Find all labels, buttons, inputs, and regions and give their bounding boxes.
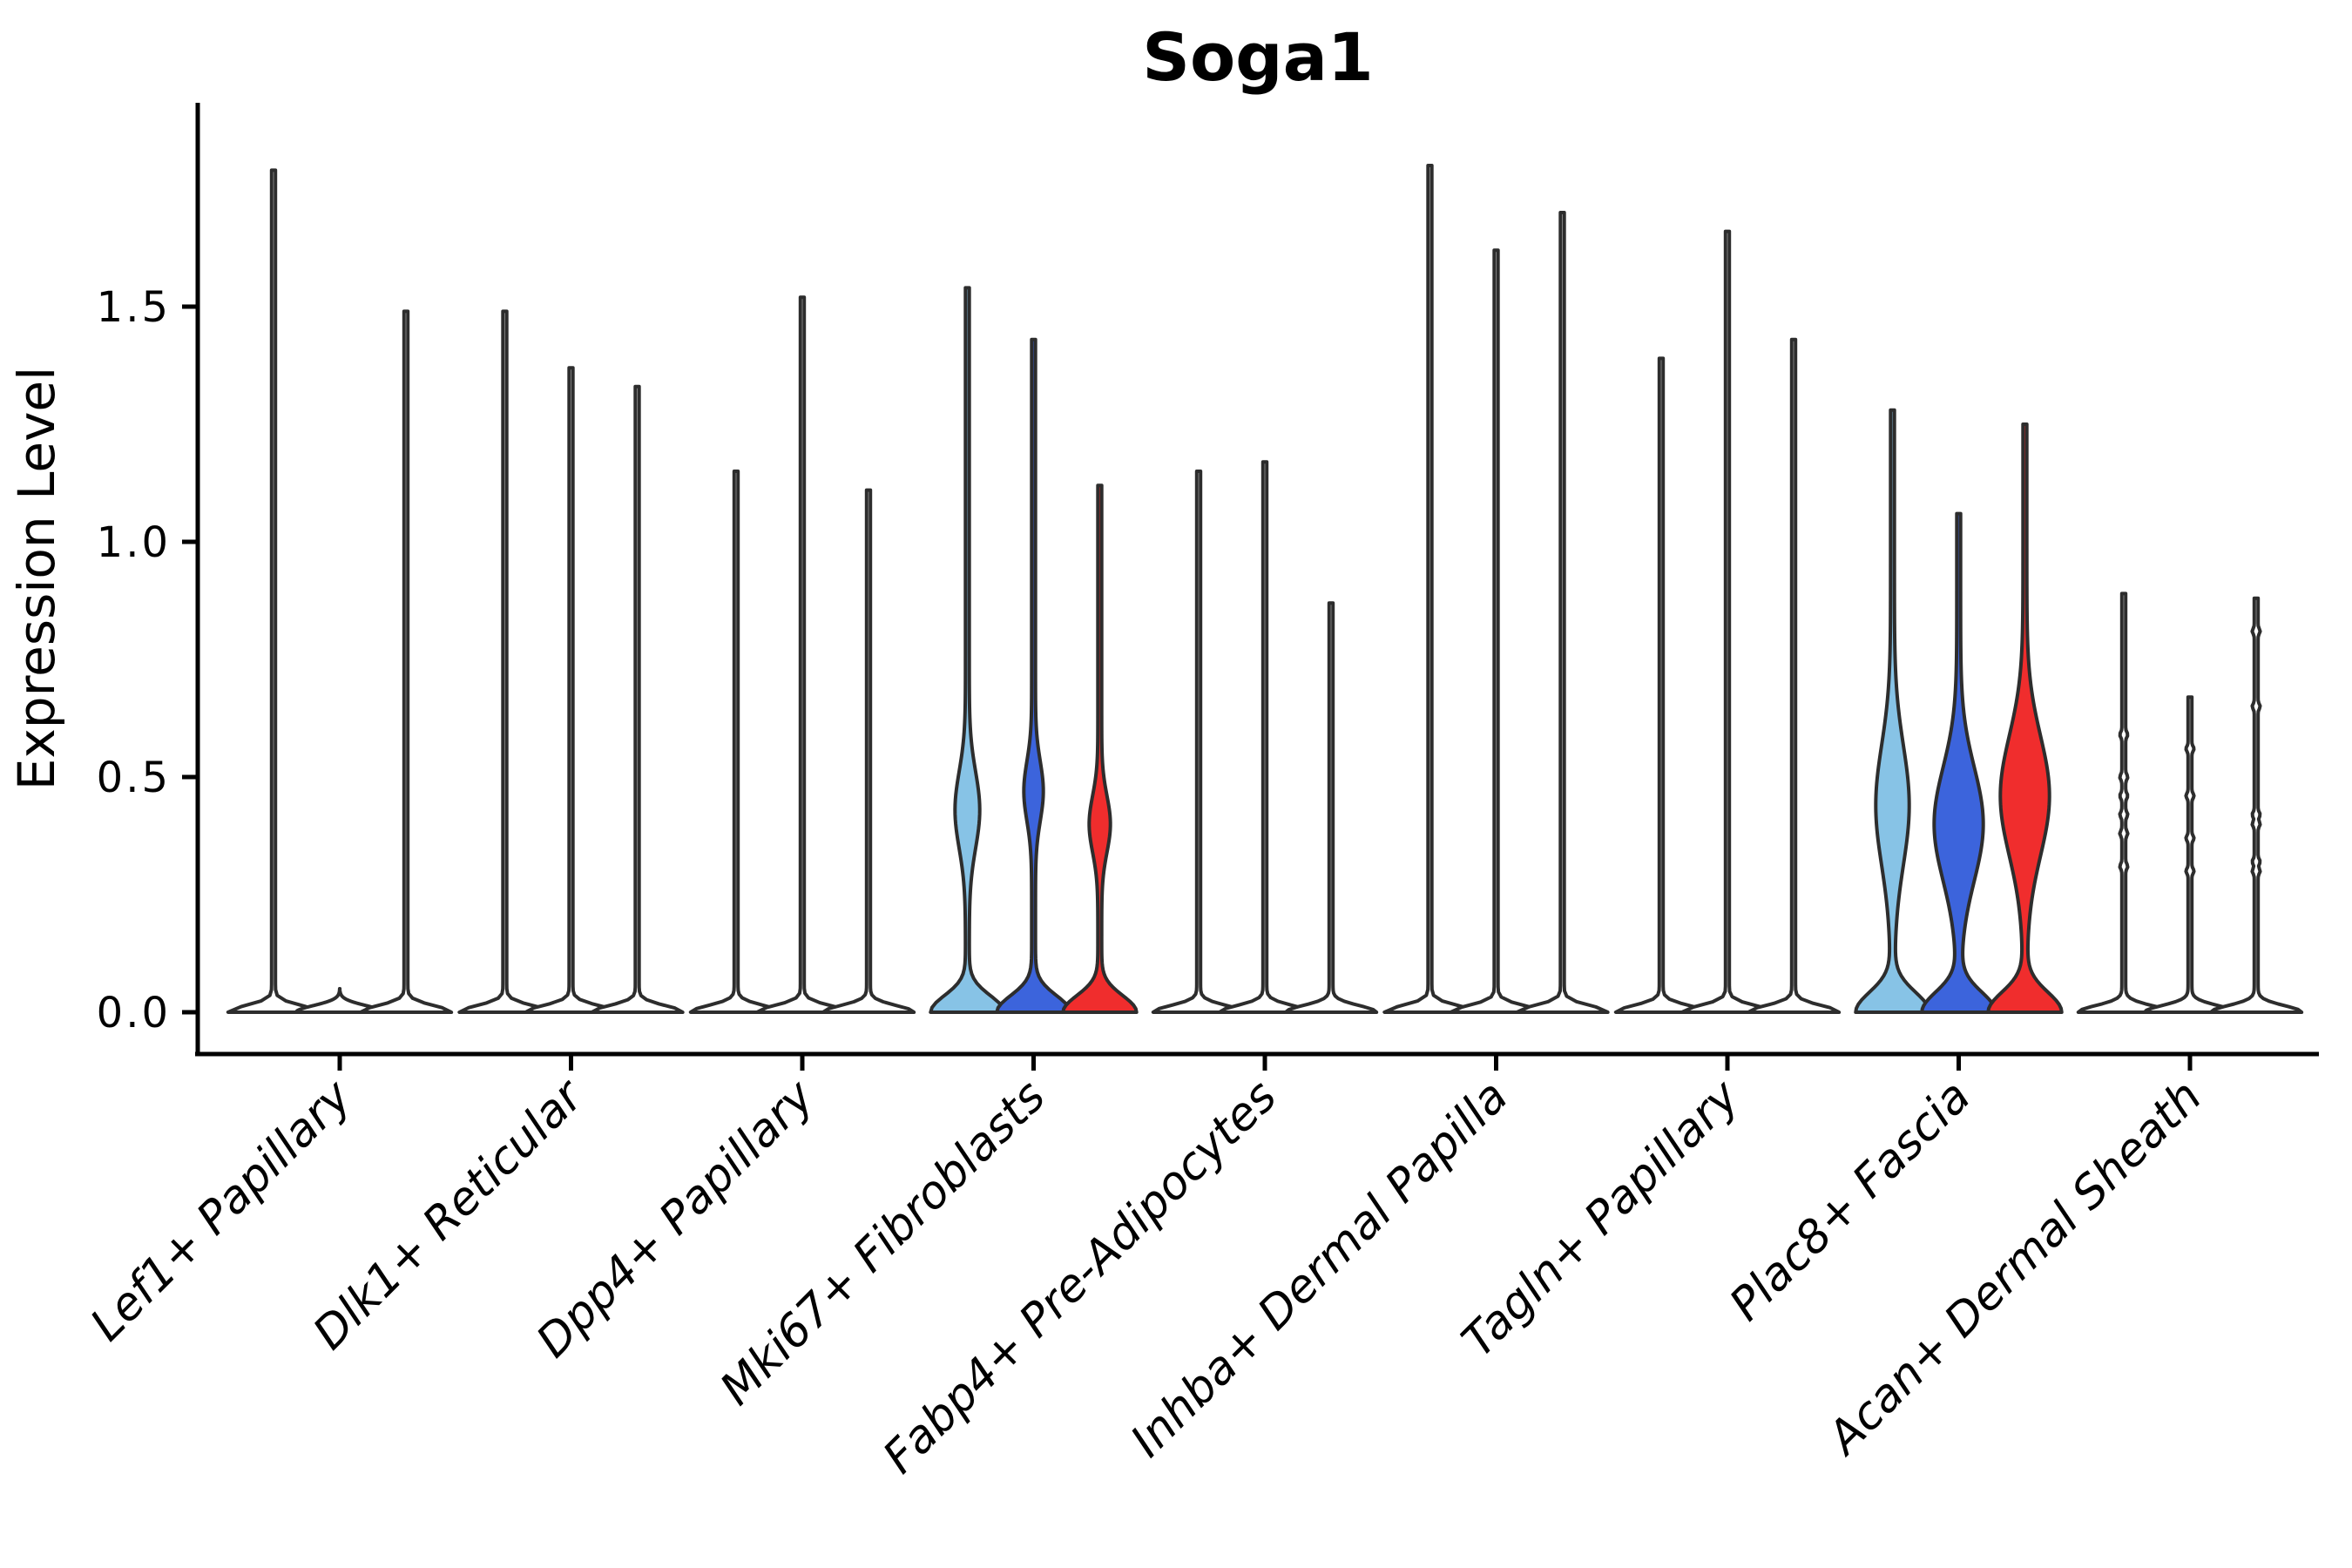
y-tick-label: 0.5 [97, 754, 171, 802]
violin-plac8-fascia-series2 [1920, 511, 1997, 1014]
violin-mki67-fibroblasts-series1 [929, 286, 1006, 1014]
violin-lef1-papillary-series1 [226, 168, 321, 1014]
x-tick-label-acan-dermal-sheath: Acan+ Dermal Sheath [1816, 1071, 2212, 1466]
violin-dpp4-papillary-series3 [821, 488, 916, 1014]
violin-dpp4-papillary-series2 [754, 295, 850, 1014]
violin-fabp4-pre-adipocytes-series2 [1217, 460, 1313, 1014]
violin-acan-dermal-sheath-series3 [2208, 596, 2304, 1014]
violin-inhba-dermal-papilla-series1 [1382, 164, 1477, 1014]
violin-tagln-papillary-series2 [1680, 229, 1775, 1014]
violins-layer [226, 164, 2304, 1014]
y-tick-label: 1.0 [97, 518, 171, 567]
violin-dlk1-reticular-series2 [524, 366, 618, 1014]
y-tick-label: 0.0 [97, 989, 171, 1037]
violin-acan-dermal-sheath-series2 [2142, 695, 2238, 1014]
violin-plac8-fascia-series1 [1854, 408, 1931, 1014]
x-tick-label-fabp4-pre-adipocytes: Fabp4+ Pre-Adipocytes [874, 1071, 1288, 1484]
y-axis-label: Expression Level [7, 367, 66, 790]
violin-dlk1-reticular-series1 [457, 309, 552, 1014]
violin-inhba-dermal-papilla-series2 [1449, 248, 1544, 1014]
x-tick-label-plac8-fascia: Plac8+ Fascia [1720, 1071, 1980, 1331]
y-tick-label: 1.5 [97, 283, 171, 332]
chart-title: Soga1 [1142, 18, 1374, 96]
violin-fabp4-pre-adipocytes-series1 [1151, 470, 1247, 1014]
violin-dpp4-papillary-series1 [688, 470, 784, 1014]
violin-tagln-papillary-series1 [1613, 356, 1709, 1014]
violin-tagln-papillary-series3 [1746, 337, 1842, 1014]
violin-inhba-dermal-papilla-series3 [1515, 211, 1610, 1014]
y-axis: 0.0 0.5 1.0 1.5 [97, 283, 198, 1037]
violin-mki67-fibroblasts-series2 [995, 337, 1072, 1014]
x-tick-label-inhba-dermal-papilla: Inhba+ Dermal Papilla [1121, 1071, 1518, 1468]
violin-fabp4-pre-adipocytes-series3 [1283, 601, 1379, 1014]
violin-mki67-fibroblasts-series3 [1061, 483, 1139, 1014]
violin-plac8-fascia-series3 [1986, 422, 2064, 1014]
violin-lef1-papillary-series2 [294, 987, 385, 1014]
violin-dlk1-reticular-series3 [590, 384, 685, 1014]
violin-acan-dermal-sheath-series1 [2076, 591, 2172, 1014]
violin-lef1-papillary-series3 [358, 309, 454, 1014]
